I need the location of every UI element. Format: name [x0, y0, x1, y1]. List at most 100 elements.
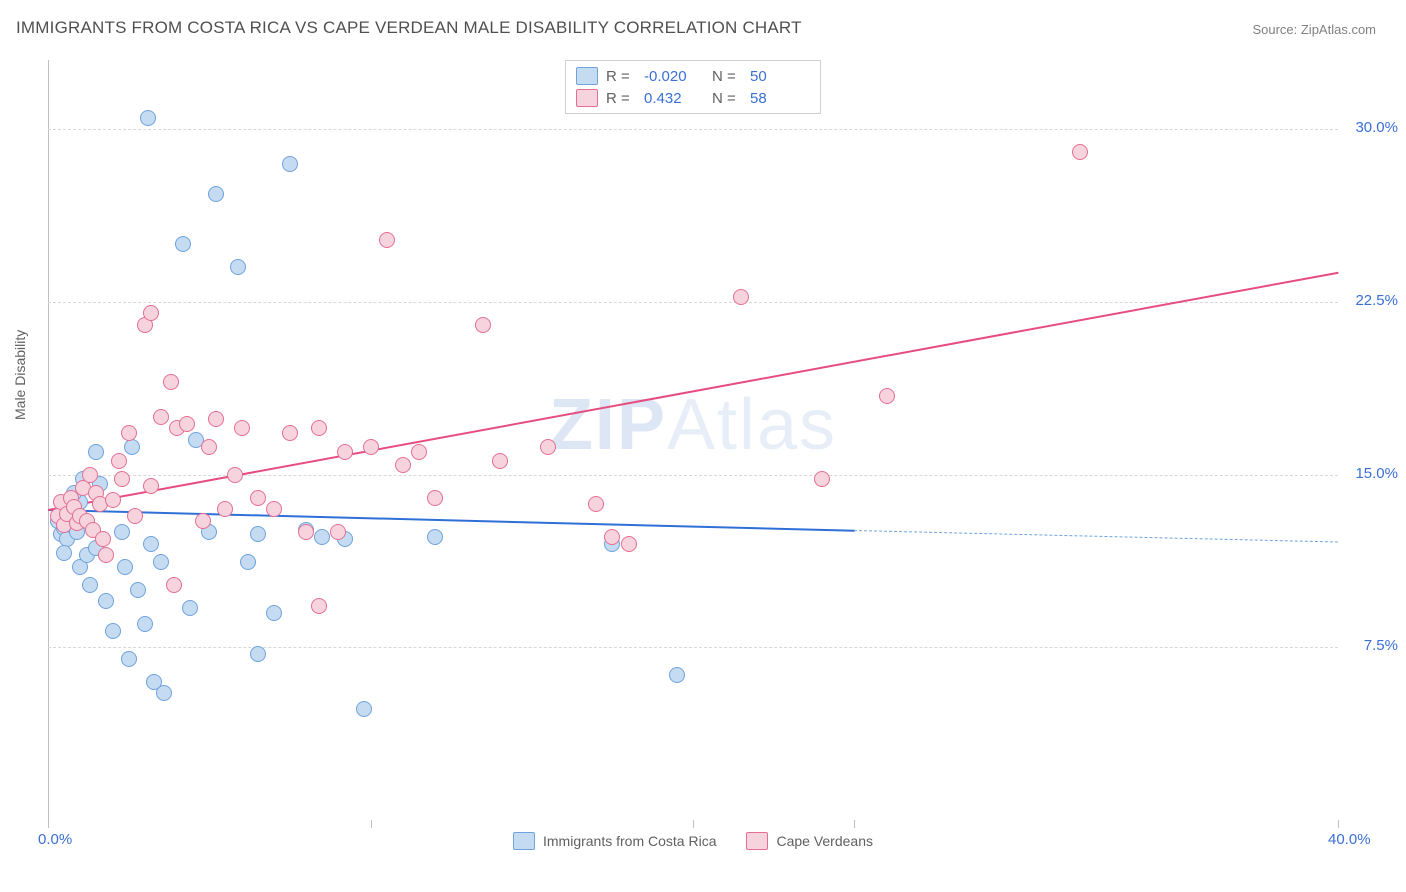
data-point	[163, 374, 179, 390]
gridline	[48, 647, 1338, 648]
gridline	[48, 302, 1338, 303]
y-axis-label: Male Disability	[12, 330, 28, 420]
legend-value: 58	[750, 90, 810, 107]
legend-row: R = 0.432 N = 58	[576, 87, 810, 109]
data-point	[240, 554, 256, 570]
page-title: IMMIGRANTS FROM COSTA RICA VS CAPE VERDE…	[16, 18, 802, 38]
data-point	[540, 439, 556, 455]
data-point	[179, 416, 195, 432]
data-point	[105, 623, 121, 639]
legend-label: N =	[712, 68, 742, 85]
data-point	[143, 305, 159, 321]
data-point	[814, 471, 830, 487]
legend-value: -0.020	[644, 68, 704, 85]
data-point	[217, 501, 233, 517]
data-point	[111, 453, 127, 469]
data-point	[282, 156, 298, 172]
data-point	[311, 598, 327, 614]
data-point	[669, 667, 685, 683]
data-point	[250, 490, 266, 506]
watermark: ZIPAtlas	[549, 384, 837, 466]
x-tick-mark	[854, 820, 855, 828]
data-point	[201, 439, 217, 455]
data-point	[95, 531, 111, 547]
x-tick-mark	[1338, 820, 1339, 828]
data-point	[140, 110, 156, 126]
legend-series: Immigrants from Costa Rica Cape Verdeans	[513, 832, 873, 850]
data-point	[234, 420, 250, 436]
regression-line	[854, 530, 1338, 543]
data-point	[250, 526, 266, 542]
watermark-atlas: Atlas	[667, 385, 837, 465]
data-point	[588, 496, 604, 512]
data-point	[137, 616, 153, 632]
data-point	[208, 411, 224, 427]
legend-item: Immigrants from Costa Rica	[513, 832, 716, 850]
data-point	[143, 536, 159, 552]
data-point	[124, 439, 140, 455]
data-point	[98, 593, 114, 609]
data-point	[153, 554, 169, 570]
data-point	[475, 317, 491, 333]
scatter-plot: ZIPAtlas R = -0.020 N = 50 R = 0.432 N =…	[48, 60, 1338, 820]
legend-value: 50	[750, 68, 810, 85]
data-point	[82, 467, 98, 483]
y-tick-label: 22.5%	[1355, 292, 1398, 309]
data-point	[143, 478, 159, 494]
data-point	[230, 259, 246, 275]
legend-correlation: R = -0.020 N = 50 R = 0.432 N = 58	[565, 60, 821, 114]
data-point	[166, 577, 182, 593]
legend-label: R =	[606, 68, 636, 85]
regression-line	[48, 509, 854, 532]
data-point	[156, 685, 172, 701]
data-point	[266, 605, 282, 621]
x-tick-mark	[693, 820, 694, 828]
legend-label: R =	[606, 90, 636, 107]
legend-series-label: Cape Verdeans	[776, 833, 873, 849]
data-point	[127, 508, 143, 524]
data-point	[208, 186, 224, 202]
data-point	[395, 457, 411, 473]
watermark-zip: ZIP	[549, 385, 667, 465]
data-point	[311, 420, 327, 436]
data-point	[363, 439, 379, 455]
legend-value: 0.432	[644, 90, 704, 107]
data-point	[427, 490, 443, 506]
data-point	[330, 524, 346, 540]
x-tick-label: 0.0%	[38, 831, 72, 848]
data-point	[733, 289, 749, 305]
data-point	[337, 444, 353, 460]
data-point	[266, 501, 282, 517]
y-axis-line	[48, 60, 49, 820]
x-tick-label: 40.0%	[1328, 831, 1371, 848]
swatch-icon	[513, 832, 535, 850]
x-tick-mark	[48, 820, 49, 828]
y-tick-label: 30.0%	[1355, 119, 1398, 136]
data-point	[879, 388, 895, 404]
data-point	[153, 409, 169, 425]
legend-item: Cape Verdeans	[746, 832, 873, 850]
data-point	[182, 600, 198, 616]
data-point	[298, 524, 314, 540]
data-point	[282, 425, 298, 441]
data-point	[121, 651, 137, 667]
legend-series-label: Immigrants from Costa Rica	[543, 833, 716, 849]
legend-row: R = -0.020 N = 50	[576, 65, 810, 87]
source-label: Source: ZipAtlas.com	[1252, 22, 1376, 37]
data-point	[250, 646, 266, 662]
data-point	[175, 236, 191, 252]
data-point	[379, 232, 395, 248]
data-point	[130, 582, 146, 598]
swatch-icon	[746, 832, 768, 850]
gridline	[48, 129, 1338, 130]
data-point	[427, 529, 443, 545]
y-tick-label: 7.5%	[1364, 637, 1398, 654]
data-point	[314, 529, 330, 545]
data-point	[56, 545, 72, 561]
data-point	[1072, 144, 1088, 160]
legend-label: N =	[712, 90, 742, 107]
swatch-icon	[576, 67, 598, 85]
data-point	[195, 513, 211, 529]
swatch-icon	[576, 89, 598, 107]
data-point	[105, 492, 121, 508]
